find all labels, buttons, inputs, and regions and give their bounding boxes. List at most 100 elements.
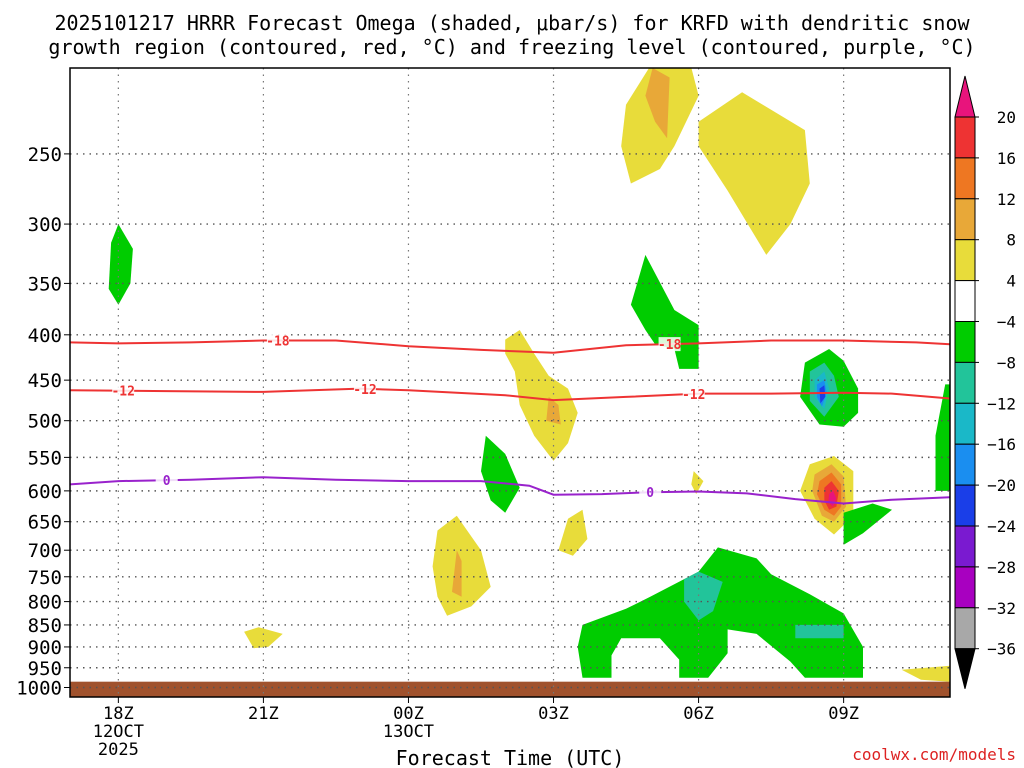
ground-band	[70, 681, 950, 697]
omega-region-rise-mid-left	[481, 435, 520, 513]
y-tick-label-600: 600	[28, 481, 62, 503]
colorbar-label-8: −16	[987, 435, 1016, 454]
contour-dgz-minus12	[70, 387, 950, 402]
contour-label-bg-dgz-minus12-0	[112, 383, 135, 398]
y-tick-label-750: 750	[28, 567, 62, 589]
colorbar-label-11: −28	[987, 558, 1016, 577]
colorbar-label-10: −24	[987, 517, 1016, 536]
colorbar-label-6: −8	[997, 353, 1016, 372]
omega-region-rise-center-upper	[630, 254, 699, 369]
source-credit: coolwx.com/models	[852, 745, 1016, 764]
colorbar-band-8	[954, 443, 976, 486]
colorbar-label-0: 20	[997, 108, 1016, 127]
colorbar-cap-bottom	[954, 648, 976, 689]
chart-title-line-1: 2025101217 HRRR Forecast Omega (shaded, …	[54, 11, 970, 35]
x-axis-title: Forecast Time (UTC)	[396, 746, 625, 768]
y-tick-label-700: 700	[28, 540, 62, 562]
y-tick-label-350: 350	[28, 273, 62, 295]
y-tick-label-550: 550	[28, 447, 62, 469]
y-tick-label-400: 400	[28, 325, 62, 347]
omega-region-sink-top-center-b	[698, 92, 810, 255]
colorbar-label-9: −20	[987, 476, 1016, 495]
omega-region-sink-left-small	[244, 627, 283, 649]
y-tick-label-900: 900	[28, 637, 62, 659]
omega-region-rise-bottom-core	[684, 571, 723, 621]
colorbar-label-1: 16	[997, 149, 1016, 168]
omega-region-sink-mid-a	[505, 330, 578, 461]
colorbar-label-13: −36	[987, 640, 1016, 659]
colorbar-band-9	[954, 484, 976, 527]
y-tick-label-450: 450	[28, 370, 62, 392]
omega-region-rise-bottom-right-core	[795, 624, 844, 639]
colorbar-label-2: 12	[997, 190, 1016, 209]
colorbar-band-0	[954, 116, 976, 159]
y-tick-label-250: 250	[28, 144, 62, 166]
y-tick-label-950: 950	[28, 658, 62, 680]
y-tick-label-300: 300	[28, 214, 62, 236]
contour-label-freezing-level-0-0: 0	[163, 474, 171, 489]
grid-layer	[70, 68, 950, 697]
omega-region-rise-right-edge	[935, 384, 950, 491]
colorbar-cap-top	[954, 75, 976, 118]
omega-region-sink-core-left	[452, 550, 462, 597]
plot-frame	[69, 67, 951, 698]
colorbar-band-3	[954, 239, 976, 282]
contour-label-dgz-minus12-1: -12	[353, 383, 376, 398]
omega-region-rise-right-core-5	[819, 385, 826, 404]
x-tick-label-18Z: 18Z	[103, 704, 134, 724]
contour-label-bg-dgz-minus18-1	[658, 337, 681, 352]
colorbar-band-2	[954, 198, 976, 241]
contour-label-bg-dgz-minus12-1	[353, 381, 376, 396]
y-tick-label-850: 850	[28, 615, 62, 637]
contour-label-bg-freezing-level-0-1	[639, 485, 662, 500]
omega-region-sink-small-center	[691, 471, 704, 495]
contour-layer: -18 -18 -12 -12 -12 0 0	[70, 333, 950, 505]
omega-shading-layer	[108, 68, 950, 682]
colorbar-label-4: 4	[1006, 272, 1016, 291]
contour-label-dgz-minus18-1: -18	[658, 338, 682, 353]
colorbar-label-5: −4	[997, 313, 1016, 332]
contour-label-bg-dgz-minus12-2	[682, 386, 705, 401]
omega-region-rise-right-small	[843, 503, 892, 545]
x-tick-label-21Z: 21Z	[248, 704, 279, 724]
x-tick-label-00Z: 00Z	[393, 704, 424, 724]
contour-label-bg-freezing-level-0-0	[155, 473, 178, 488]
ground-layer	[70, 681, 950, 697]
x-tick-date-18Z: 12OCT	[93, 722, 144, 742]
contour-label-freezing-level-0-1: 0	[646, 486, 654, 501]
colorbar-band-1	[954, 157, 976, 200]
x-tick-label-06Z: 06Z	[683, 704, 714, 724]
colorbar-band-7	[954, 402, 976, 445]
omega-region-rise-bottom-large	[577, 547, 863, 678]
contour-label-dgz-minus12-0: -12	[111, 385, 134, 400]
colorbar-label-7: −12	[987, 394, 1016, 413]
omega-region-rise-left-upper	[108, 224, 133, 305]
omega-region-sink-bottom-right	[901, 665, 950, 682]
colorbar-band-5	[954, 321, 976, 363]
colorbar: 20 16 12 8 4 −4 −8 −12 −16 −20 −24 −28 −32 −36	[954, 75, 1016, 689]
omega-region-sink-center-low	[558, 509, 588, 556]
colorbar-band-11	[954, 566, 976, 609]
contour-freezing-level-0	[70, 476, 950, 505]
y-tick-label-650: 650	[28, 512, 62, 534]
colorbar-band-10	[954, 525, 976, 568]
contour-label-bg-dgz-minus18-0	[266, 333, 289, 348]
chart-title-line-2: growth region (contoured, red, °C) and f…	[48, 35, 975, 59]
omega-region-sink-core-top	[645, 68, 670, 139]
omega-region-sink-left-low	[432, 515, 491, 616]
x-tick-year-18Z: 2025	[98, 740, 139, 760]
contour-label-dgz-minus12-2: -12	[682, 388, 705, 403]
contour-label-dgz-minus18-0: -18	[266, 335, 290, 350]
x-tick-date-00Z: 13OCT	[383, 722, 434, 742]
x-tick-label-03Z: 03Z	[538, 704, 569, 724]
contour-dgz-minus18	[70, 339, 950, 354]
omega-region-sink-core-mid	[546, 396, 561, 425]
y-axis: 2503003504004505005506006507007508008509…	[16, 144, 70, 699]
x-tick-label-09Z: 09Z	[828, 704, 859, 724]
colorbar-label-12: −32	[987, 599, 1016, 618]
y-tick-label-800: 800	[28, 592, 62, 614]
y-tick-label-1000: 1000	[16, 677, 62, 699]
colorbar-band-4	[954, 280, 976, 323]
